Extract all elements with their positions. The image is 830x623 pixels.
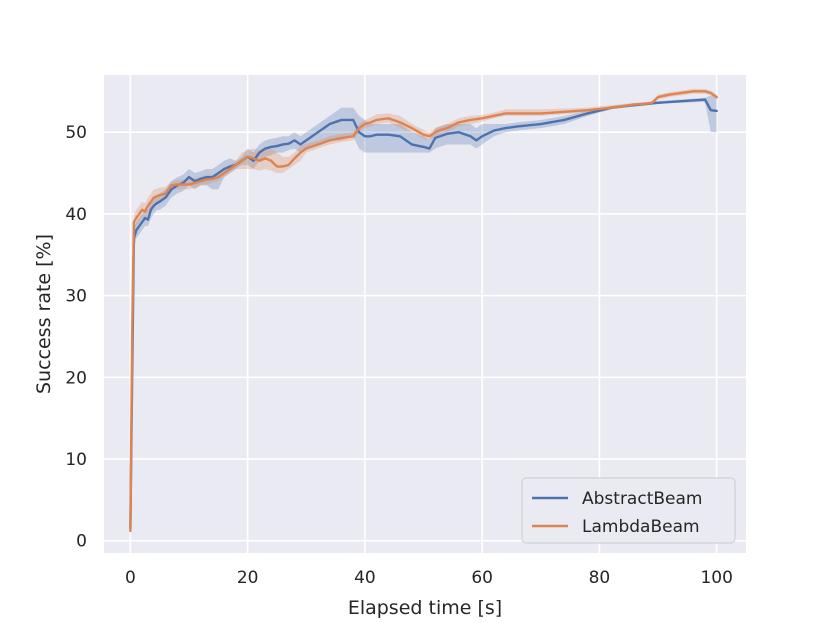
x-tick-label-100: 100 [700,568,732,588]
y-tick-label-20: 20 [65,368,87,388]
x-tick-labels: 0 20 40 60 80 100 [125,568,733,588]
grid-lines [104,75,746,553]
y-tick-label-0: 0 [76,532,87,552]
y-tick-label-40: 40 [65,205,87,225]
series-line-lambdabeam [129,90,718,533]
x-tick-label-40: 40 [354,568,376,588]
y-tick-label-50: 50 [65,123,87,143]
x-tick-label-0: 0 [125,568,136,588]
x-axis-label: Elapsed time [s] [348,597,502,619]
series-lines [129,90,718,533]
y-tick-label-30: 30 [65,287,87,307]
series-line-abstractbeam [129,98,718,530]
x-tick-label-20: 20 [237,568,259,588]
legend: AbstractBeam LambdaBeam [521,477,736,544]
legend-label-abstractbeam: AbstractBeam [582,489,702,509]
y-axis-label: Success rate [%] [33,234,55,394]
legend-label-lambdabeam: LambdaBeam [582,517,700,537]
y-tick-labels: 0 10 20 30 40 50 [65,123,87,552]
x-tick-label-60: 60 [471,568,493,588]
legend-box [521,477,736,544]
plot-background [104,75,746,553]
y-tick-label-10: 10 [65,450,87,470]
x-tick-label-80: 80 [589,568,611,588]
